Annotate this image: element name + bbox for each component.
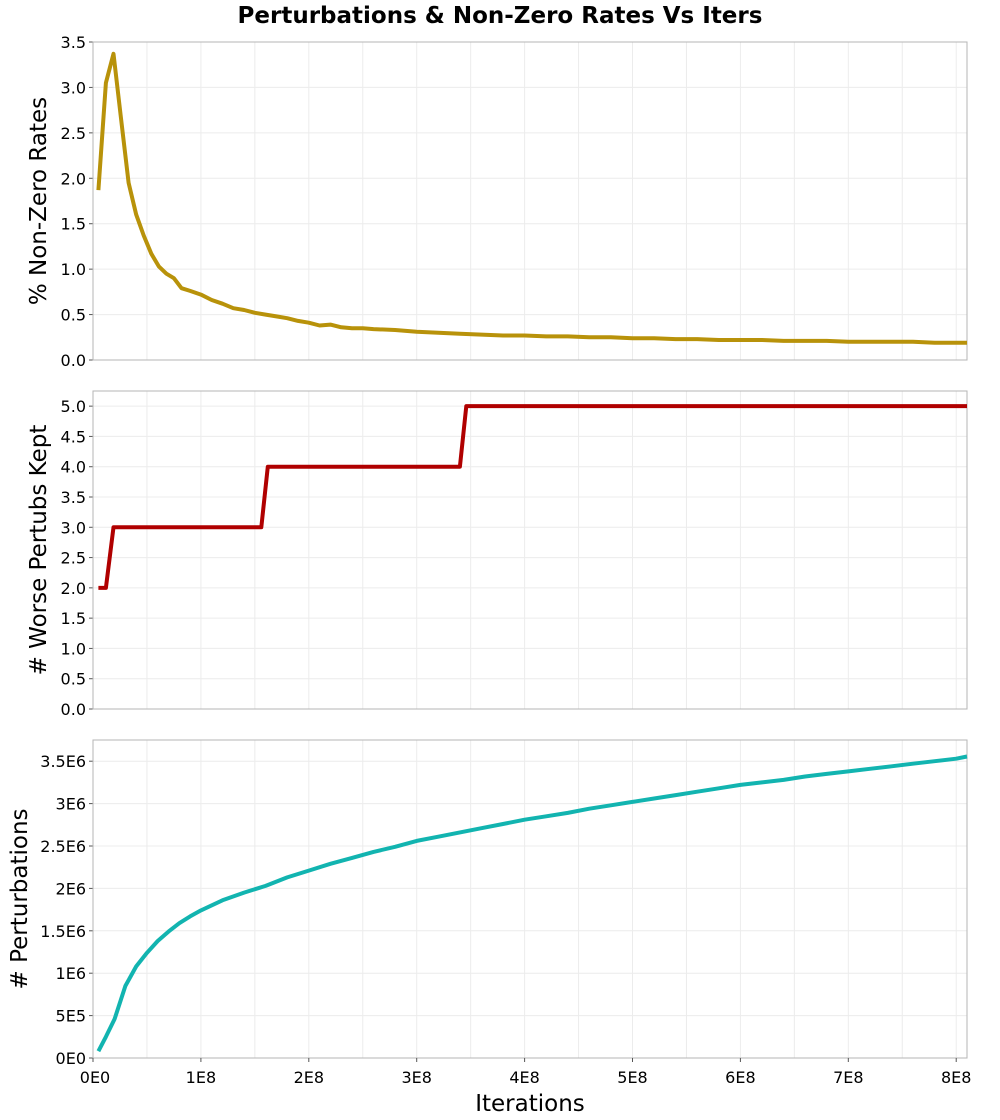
y-tick-label: 0E0 [56,1049,86,1068]
y-tick-label: 3.5 [61,488,86,507]
y-tick-label: 1.0 [61,639,86,658]
plot-frame [92,390,968,710]
y-tick-label: 2.0 [61,169,86,188]
y-tick-label: 1E6 [56,964,86,983]
y-axis-label: # Perturbations [7,808,33,989]
y-tick-label: 0.0 [61,351,86,370]
y-tick-label: 3E6 [56,795,86,814]
y-axis-label: # Worse Pertubs Kept [26,425,52,676]
y-tick-label: 2E6 [56,879,86,898]
y-tick-label: 0.5 [61,670,86,689]
y-tick-label: 0.0 [61,700,86,719]
x-tick-label: 8E8 [941,1068,971,1087]
y-tick-label: 2.0 [61,579,86,598]
chart-title: Perturbations & Non-Zero Rates Vs Iters [237,3,763,29]
x-tick-label: 2E8 [294,1068,324,1087]
y-tick-label: 4.5 [61,427,86,446]
y-tick-label: 5E5 [56,1007,86,1026]
x-tick-label: 7E8 [833,1068,863,1087]
x-tick-label: 3E8 [401,1068,431,1087]
y-tick-label: 3.0 [61,78,86,97]
x-tick-label: 4E8 [509,1068,539,1087]
y-tick-label: 3.5 [61,33,86,52]
chart-panel-top: 0.0 0.5 1.0 1.5 2.0 2.5 3.0 3.5 % Non-Zero Rates [26,33,968,370]
y-tick-label: 0.5 [61,306,86,325]
series-line [98,404,967,590]
series-line [96,754,968,1053]
x-tick-label: 1E8 [186,1068,216,1087]
y-axis-label: % Non-Zero Rates [26,97,52,305]
y-tick-label: 5.0 [61,397,86,416]
y-tick-label: 4.0 [61,458,86,477]
x-axis-label: Iterations [475,1091,585,1117]
x-tick-label: 6E8 [725,1068,755,1087]
y-tick-label: 3.5E6 [40,752,86,771]
plot-frame [92,739,968,1059]
y-tick-label: 3.0 [61,518,86,537]
plot-frame [92,41,968,361]
y-tick-label: 2.5 [61,549,86,568]
x-tick-label: 0E0 [80,1068,110,1087]
x-tick-label: 5E8 [617,1068,647,1087]
y-tick-label: 2.5 [61,124,86,143]
y-tick-label: 1.5 [61,215,86,234]
chart-panel-middle: 0.0 0.5 1.0 1.5 2.0 2.5 3.0 3.5 4.0 4.5 5.0 # Worse… [26,390,968,719]
series-line [96,51,967,345]
y-tick-label: 2.5E6 [40,837,86,856]
y-tick-label: 1.0 [61,260,86,279]
chart-panel-bottom: 0E0 5E5 1E6 1.5E6 2E6 2.5E6 3E6 3.5E6 # Perturba… [7,739,971,1117]
y-tick-label: 1.5E6 [40,922,86,941]
y-tick-label: 1.5 [61,609,86,628]
